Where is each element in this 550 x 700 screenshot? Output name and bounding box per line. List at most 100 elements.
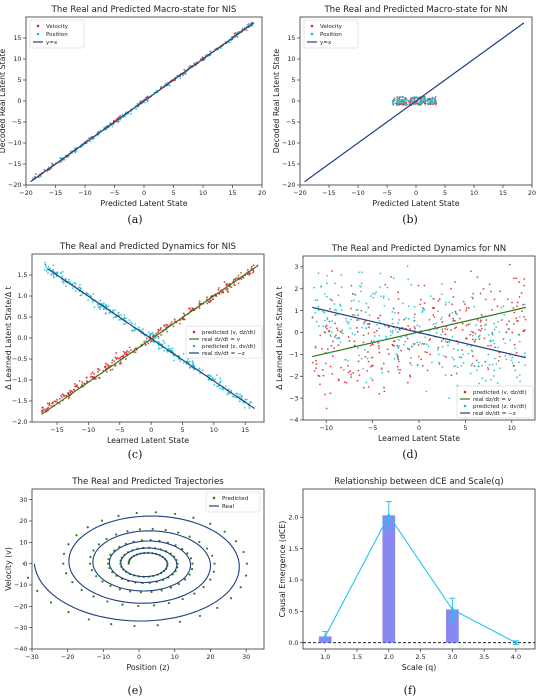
data-point bbox=[136, 103, 139, 105]
data-point bbox=[162, 324, 165, 327]
data-point bbox=[333, 347, 336, 350]
data-point bbox=[118, 357, 120, 360]
data-point bbox=[182, 352, 185, 355]
data-point bbox=[378, 347, 380, 350]
legend-dot-swatch bbox=[36, 32, 40, 36]
data-point bbox=[352, 371, 355, 374]
data-point bbox=[398, 345, 401, 348]
data-point bbox=[157, 340, 159, 343]
data-point bbox=[513, 311, 516, 314]
data-point bbox=[448, 315, 451, 317]
data-point bbox=[377, 317, 380, 319]
data-point bbox=[347, 321, 350, 323]
data-point bbox=[230, 389, 233, 392]
trajectory-point bbox=[100, 519, 104, 522]
data-point bbox=[237, 31, 239, 34]
data-point bbox=[409, 100, 412, 103]
data-point bbox=[477, 361, 480, 364]
data-point bbox=[396, 99, 399, 102]
data-point bbox=[157, 345, 160, 347]
data-point bbox=[208, 301, 211, 304]
data-point bbox=[404, 340, 407, 343]
data-point bbox=[508, 327, 511, 330]
trajectory-point bbox=[164, 528, 167, 532]
data-point bbox=[102, 303, 105, 306]
data-point bbox=[152, 333, 154, 336]
data-point bbox=[472, 338, 474, 341]
data-point bbox=[328, 330, 330, 333]
data-point bbox=[396, 330, 399, 333]
data-point bbox=[477, 328, 480, 331]
data-point bbox=[374, 293, 376, 295]
data-point bbox=[98, 304, 100, 307]
data-point bbox=[233, 278, 235, 281]
data-point bbox=[172, 325, 175, 328]
plot-frame bbox=[31, 488, 265, 650]
data-point bbox=[60, 394, 63, 397]
trend-line bbox=[324, 514, 517, 644]
data-point bbox=[394, 328, 397, 331]
data-point bbox=[389, 330, 392, 333]
data-point bbox=[483, 337, 486, 340]
data-point bbox=[90, 295, 93, 298]
data-point bbox=[193, 365, 196, 368]
x-tick-label: 20 bbox=[258, 189, 266, 197]
data-point bbox=[105, 312, 108, 315]
data-point bbox=[192, 364, 194, 367]
data-point bbox=[391, 318, 394, 321]
data-point bbox=[79, 283, 81, 286]
trajectory-point bbox=[126, 530, 129, 533]
data-point bbox=[455, 372, 458, 375]
data-point bbox=[406, 265, 409, 268]
data-point bbox=[515, 317, 518, 320]
data-point bbox=[121, 113, 124, 116]
data-point bbox=[227, 388, 230, 391]
data-point bbox=[441, 328, 444, 331]
data-point bbox=[454, 281, 456, 283]
bar bbox=[446, 609, 459, 643]
data-point bbox=[412, 103, 415, 106]
data-point bbox=[189, 307, 191, 309]
x-tick-label: −5 bbox=[115, 426, 124, 434]
data-point bbox=[356, 319, 359, 321]
data-point bbox=[416, 341, 419, 344]
data-point bbox=[329, 365, 332, 368]
data-point bbox=[430, 100, 432, 103]
data-point bbox=[104, 362, 107, 365]
data-point bbox=[166, 330, 169, 333]
data-point bbox=[503, 313, 506, 316]
data-point bbox=[50, 404, 52, 407]
data-point bbox=[380, 368, 383, 371]
data-point bbox=[313, 369, 316, 372]
x-tick-label: −20 bbox=[293, 189, 307, 197]
data-point bbox=[83, 382, 86, 385]
data-point bbox=[91, 376, 94, 379]
data-point bbox=[335, 309, 338, 312]
trajectory-point bbox=[213, 562, 216, 565]
data-point bbox=[97, 306, 100, 309]
data-point bbox=[397, 322, 399, 325]
data-point bbox=[125, 358, 127, 360]
data-point bbox=[402, 102, 405, 105]
x-tick-label: −10 bbox=[78, 189, 92, 197]
data-point bbox=[119, 356, 122, 358]
x-tick-label: 1.0 bbox=[320, 653, 330, 661]
data-point bbox=[480, 327, 483, 330]
data-point bbox=[511, 301, 513, 304]
data-point bbox=[222, 291, 225, 294]
trajectory-point bbox=[97, 543, 101, 546]
trajectory-point bbox=[36, 589, 39, 592]
data-point bbox=[365, 381, 368, 384]
data-point bbox=[351, 332, 354, 335]
legend: Velocity Position y=x bbox=[303, 19, 359, 49]
legend-dot-swatch bbox=[310, 24, 314, 28]
data-point bbox=[426, 351, 429, 354]
data-point bbox=[381, 371, 384, 374]
data-point bbox=[433, 298, 435, 300]
data-point bbox=[363, 322, 365, 325]
trajectory-point bbox=[188, 535, 191, 538]
caption-e: (e) bbox=[127, 684, 142, 697]
data-point bbox=[491, 363, 494, 366]
data-point bbox=[457, 342, 460, 345]
x-tick-label: −10 bbox=[351, 189, 365, 197]
